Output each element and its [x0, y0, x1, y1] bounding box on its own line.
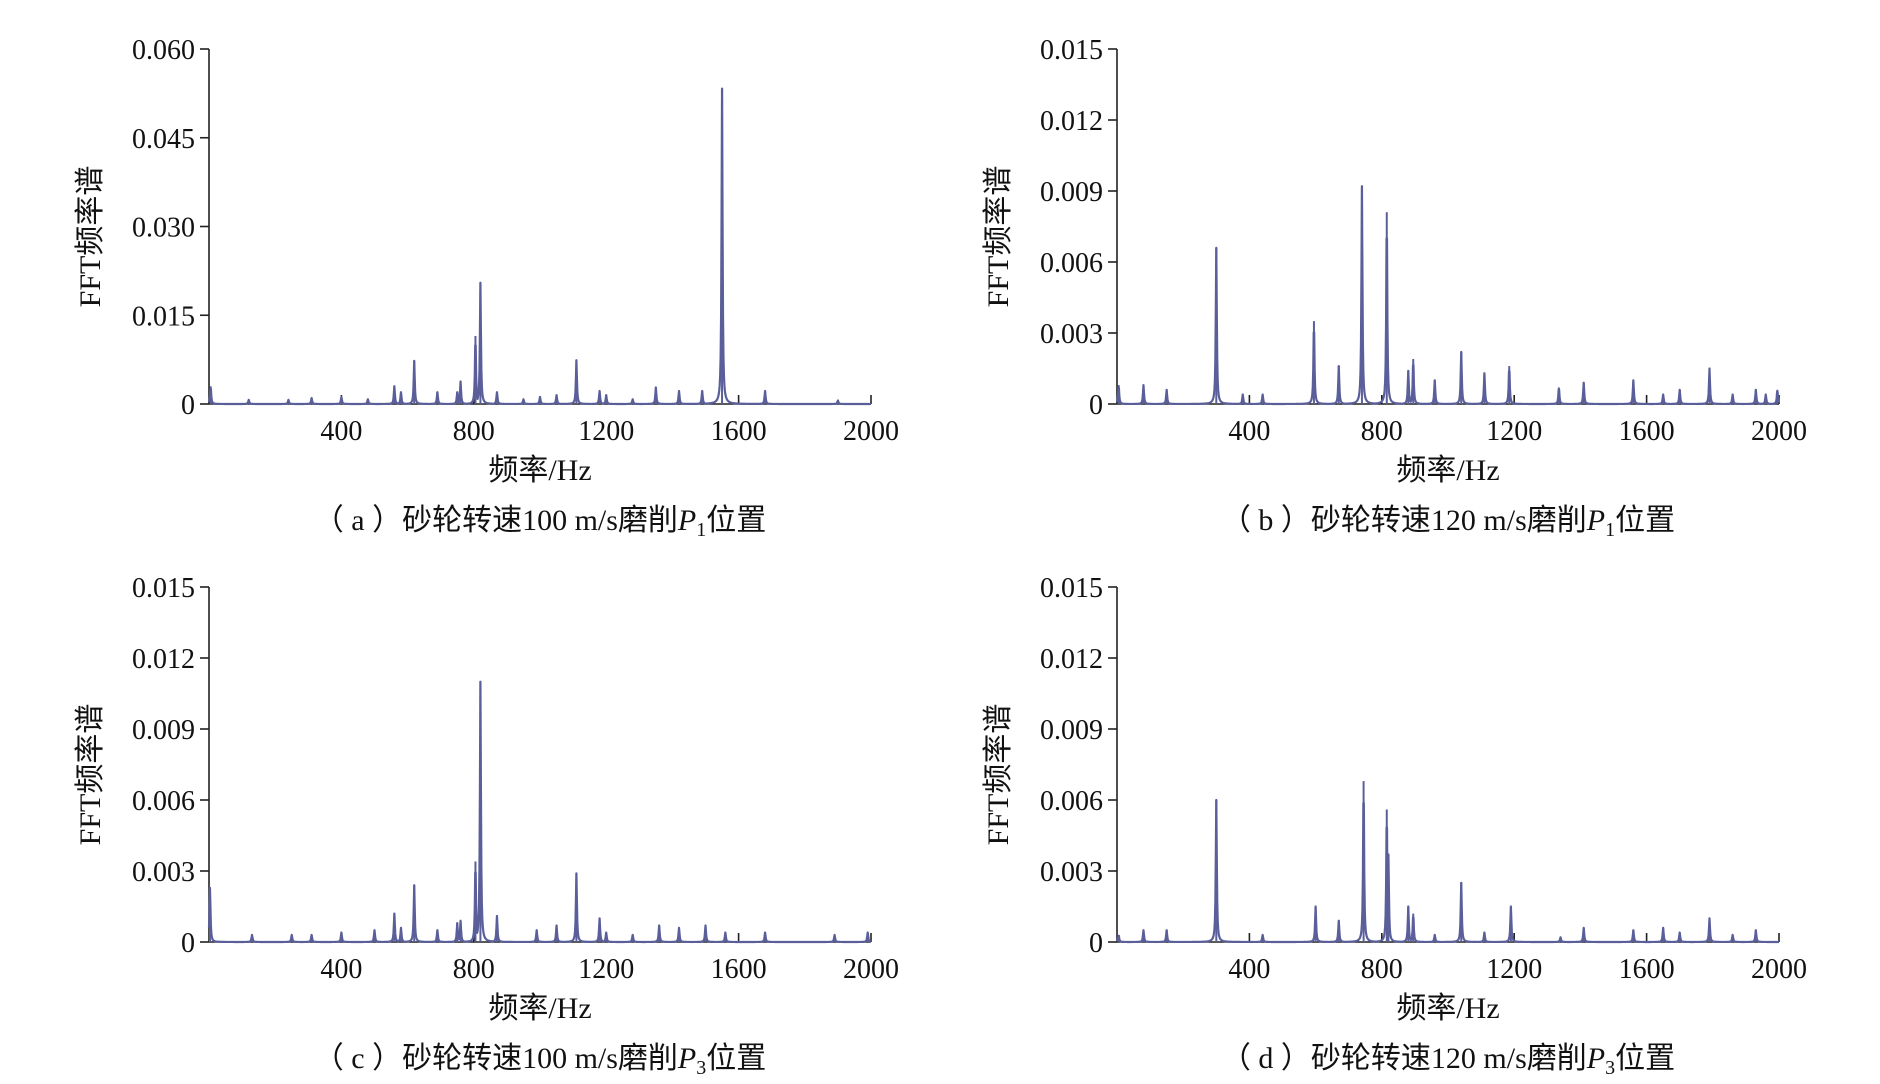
caption-text-end: 位置: [1615, 504, 1675, 537]
y-tick-label: 0.009: [1040, 715, 1103, 746]
y-tick-label: 0.030: [132, 213, 195, 244]
x-tick-label: 1600: [1619, 954, 1675, 985]
spectrum-line: [1115, 185, 1781, 406]
y-tick-label: 0.003: [1040, 857, 1103, 888]
caption-text: （ a ）砂轮转速100 m/s磨削: [314, 504, 678, 537]
x-tick-label: 1200: [578, 416, 634, 447]
x-axis-title: 频率/Hz: [488, 992, 591, 1025]
x-tick-label: 2000: [1751, 416, 1807, 447]
caption-variable: P: [1586, 504, 1605, 537]
caption-variable: P: [677, 1042, 696, 1075]
caption-subscript: 1: [696, 519, 706, 541]
x-tick-label: 400: [320, 416, 362, 447]
caption-subscript: 3: [696, 1057, 706, 1079]
x-axis-title: 频率/Hz: [488, 454, 591, 487]
x-tick-label: 2000: [843, 954, 899, 985]
x-tick-label: 1600: [711, 954, 767, 985]
y-tick-label: 0.006: [132, 786, 195, 817]
y-tick-label: 0: [1089, 390, 1103, 421]
y-tick-label: 0.006: [1040, 248, 1103, 279]
spectrum-line: [207, 680, 872, 944]
y-tick-label: 0.003: [1040, 319, 1103, 350]
y-tick-label: 0.015: [1040, 573, 1103, 604]
x-tick-label: 400: [320, 954, 362, 985]
caption-variable: P: [677, 504, 696, 537]
x-tick-label: 1200: [578, 954, 634, 985]
caption-text: （ b ）砂轮转速120 m/s磨削: [1221, 504, 1587, 537]
y-tick-label: 0.015: [132, 301, 195, 332]
y-tick-label: 0: [181, 928, 195, 959]
x-tick-label: 800: [453, 954, 495, 985]
x-tick-label: 400: [1228, 954, 1270, 985]
caption-text-end: 位置: [1615, 1042, 1675, 1075]
y-tick-label: 0.045: [132, 124, 195, 155]
y-tick-label: 0.009: [1040, 177, 1103, 208]
y-tick-label: 0.009: [132, 715, 195, 746]
x-tick-label: 2000: [1751, 954, 1807, 985]
y-axis-title: FFT频率谱: [74, 704, 107, 846]
y-tick-label: 0.003: [132, 857, 195, 888]
y-tick-label: 0.012: [132, 644, 195, 675]
x-tick-label: 2000: [843, 416, 899, 447]
x-tick-label: 800: [1361, 954, 1403, 985]
x-tick-label: 400: [1228, 416, 1270, 447]
chart-panel: 0 0.003 0.006 0.009 0.012 0.015 400 800 1200 1600…: [982, 573, 1807, 1079]
x-tick-label: 800: [1361, 416, 1403, 447]
panel-caption: （ b ）砂轮转速120 m/s磨削P1位置: [1221, 504, 1675, 541]
chart-panel: 0 0.003 0.006 0.009 0.012 0.015 400 800 1200 1600…: [982, 35, 1807, 541]
caption-subscript: 3: [1605, 1057, 1615, 1079]
chart-panel: 0 0.003 0.006 0.009 0.012 0.015 400 800 1200 1600…: [74, 573, 899, 1079]
panel-caption: （ d ）砂轮转速120 m/s磨削P3位置: [1221, 1042, 1675, 1079]
x-axis-title: 频率/Hz: [1396, 992, 1499, 1025]
x-tick-label: 1200: [1486, 416, 1542, 447]
spectrum-line: [1116, 798, 1780, 944]
x-tick-label: 1600: [711, 416, 767, 447]
y-axis-title: FFT频率谱: [982, 166, 1015, 308]
caption-text-end: 位置: [706, 1042, 766, 1075]
x-tick-label: 800: [453, 416, 495, 447]
y-axis-title: FFT频率谱: [982, 704, 1015, 846]
y-tick-label: 0.006: [1040, 786, 1103, 817]
y-tick-label: 0.012: [1040, 644, 1103, 675]
y-tick-label: 0.015: [132, 573, 195, 604]
y-axis-title: FFT频率谱: [74, 166, 107, 308]
caption-text-end: 位置: [706, 504, 766, 537]
y-tick-label: 0: [181, 390, 195, 421]
panel-caption: （ a ）砂轮转速100 m/s磨削P1位置: [314, 504, 767, 541]
y-tick-label: 0.060: [132, 35, 195, 66]
x-tick-label: 1200: [1486, 954, 1542, 985]
panel-caption: （ c ）砂轮转速100 m/s磨削P3位置: [314, 1042, 767, 1079]
caption-variable: P: [1586, 1042, 1605, 1075]
x-axis-title: 频率/Hz: [1396, 454, 1499, 487]
x-tick-label: 1600: [1619, 416, 1675, 447]
y-tick-label: 0.012: [1040, 106, 1103, 137]
caption-text: （ d ）砂轮转速120 m/s磨削: [1221, 1042, 1587, 1075]
caption-text: （ c ）砂轮转速100 m/s磨削: [314, 1042, 678, 1075]
y-tick-label: 0: [1089, 928, 1103, 959]
chart-panel: 0 0.015 0.030 0.045 0.060 400 800 1200 1600 2000 频…: [74, 35, 899, 541]
y-tick-label: 0.015: [1040, 35, 1103, 66]
caption-subscript: 1: [1605, 519, 1615, 541]
spectrum-line: [207, 87, 872, 406]
